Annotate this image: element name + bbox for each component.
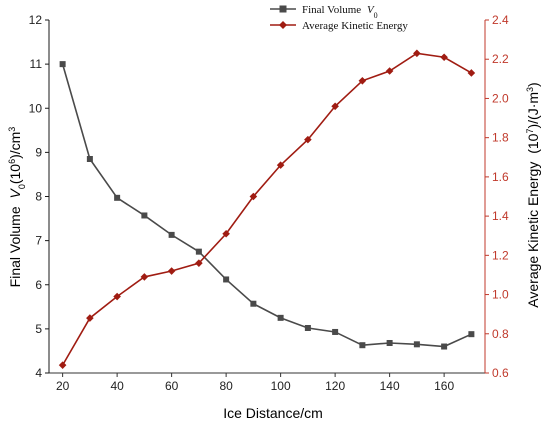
series-line-kinetic-energy — [61, 52, 472, 366]
y-right-tick-label: 1.0 — [492, 288, 509, 302]
y-right-tick-label: 1.4 — [492, 209, 509, 223]
data-point-final-volume — [359, 342, 366, 349]
y-right-tick-label: 2.2 — [492, 52, 509, 66]
x-axis-title: Ice Distance/cm — [223, 405, 323, 421]
data-point-kinetic-energy — [222, 229, 230, 238]
data-point-final-volume — [223, 276, 230, 283]
y-left-tick-label: 9 — [35, 145, 42, 159]
legend-item-average-kinetic-energy: Average Kinetic Energy — [270, 20, 408, 32]
data-point-final-volume — [59, 61, 66, 68]
data-point-kinetic-energy — [304, 135, 312, 144]
y-left-axis: 4 5 6 7 8 9 10 11 12 — [29, 13, 50, 380]
y-right-tick-label: 1.2 — [492, 248, 509, 262]
x-tick-label: 40 — [110, 379, 124, 393]
data-point-kinetic-energy — [385, 67, 394, 75]
x-tick-label: 100 — [271, 379, 291, 393]
series-line-final-volume — [61, 63, 472, 348]
x-tick-label: 120 — [325, 379, 345, 393]
data-point-kinetic-energy — [331, 102, 339, 111]
data-point-kinetic-energy — [276, 161, 285, 169]
data-point-final-volume — [441, 343, 448, 350]
data-point-final-volume — [386, 339, 393, 346]
data-point-final-volume — [413, 341, 420, 348]
y-left-axis-title: Final Volume V0(106)/cm3 — [7, 127, 27, 288]
y-left-tick-label: 12 — [29, 13, 43, 27]
data-point-final-volume — [468, 331, 475, 338]
x-tick-label: 20 — [56, 379, 70, 393]
y-right-tick-label: 1.6 — [492, 170, 509, 184]
y-right-tick-label: 2.4 — [492, 13, 509, 27]
data-point-kinetic-energy — [195, 259, 203, 267]
data-point-final-volume — [304, 324, 311, 331]
data-point-final-volume — [277, 314, 284, 321]
y-right-axis: 0.6 0.8 1.0 1.2 1.4 1.6 1.8 2.0 2.2 2.4 — [484, 13, 509, 380]
legend-marker-square — [279, 5, 287, 13]
data-point-final-volume — [332, 328, 339, 335]
x-tick-label: 80 — [219, 379, 233, 393]
y-left-tick-label: 5 — [35, 322, 42, 336]
y-right-axis-title: Average Kinetic Energy (107)/(J·m3) — [525, 82, 541, 307]
y-left-tick-label: 8 — [35, 190, 42, 204]
y-left-tick-label: 10 — [29, 101, 43, 115]
data-point-kinetic-energy — [467, 69, 476, 77]
data-point-kinetic-energy — [249, 192, 258, 201]
legend-label-kinetic-energy: Average Kinetic Energy — [302, 20, 408, 32]
y-right-tick-label: 1.8 — [492, 131, 509, 145]
legend: Final Volume V0 Average Kinetic Energy — [270, 4, 408, 32]
y-right-tick-label: 0.8 — [492, 327, 509, 341]
y-left-tick-label: 4 — [35, 366, 42, 380]
x-tick-label: 60 — [165, 379, 179, 393]
legend-marker-diamond — [279, 21, 287, 29]
y-right-tick-label: 2.0 — [492, 91, 509, 105]
data-point-kinetic-energy — [440, 53, 448, 62]
data-point-final-volume — [250, 300, 257, 307]
y-left-tick-label: 11 — [30, 57, 43, 71]
x-tick-label: 160 — [434, 379, 454, 393]
series-layer — [58, 49, 476, 369]
data-point-kinetic-energy — [167, 267, 176, 275]
y-right-tick-label: 0.6 — [492, 366, 509, 380]
data-point-kinetic-energy — [58, 361, 67, 369]
data-point-final-volume — [168, 231, 175, 238]
y-left-tick-label: 6 — [35, 278, 42, 292]
data-point-kinetic-energy — [358, 76, 367, 85]
data-point-kinetic-energy — [113, 292, 121, 301]
data-point-final-volume — [86, 155, 93, 162]
data-point-final-volume — [114, 194, 121, 201]
data-point-final-volume — [195, 248, 202, 255]
y-left-tick-label: 7 — [35, 234, 42, 248]
data-point-final-volume — [141, 212, 148, 219]
data-point-kinetic-energy — [140, 273, 149, 281]
legend-item-final-volume: Final Volume V0 — [270, 4, 378, 20]
data-point-kinetic-energy — [86, 314, 94, 322]
legend-label-final-volume: Final Volume V0 — [302, 4, 378, 20]
x-axis: 20 40 60 80 100 120 140 160 — [49, 372, 485, 393]
data-point-kinetic-energy — [413, 49, 421, 58]
x-tick-label: 140 — [380, 379, 400, 393]
